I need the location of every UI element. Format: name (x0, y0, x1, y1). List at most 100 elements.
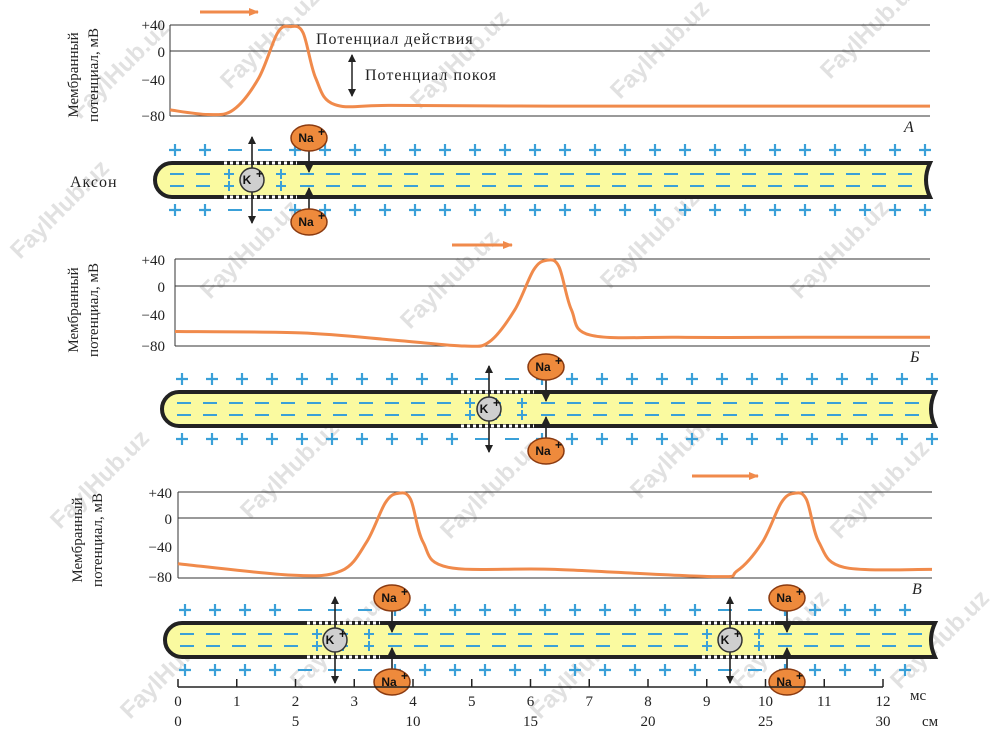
plus-charge (689, 604, 701, 616)
na-ion (768, 584, 806, 612)
plus-charge (596, 373, 608, 385)
ms-tick-label: 2 (292, 694, 300, 710)
plus-charge (206, 433, 218, 445)
ms-tick-label: 8 (644, 694, 652, 710)
ms-tick-label: 11 (817, 694, 831, 710)
plus-charge (296, 373, 308, 385)
plus-charge (469, 144, 481, 156)
plus-charge (446, 433, 458, 445)
na-ion-charge: + (796, 585, 803, 599)
na-ion-charge: + (796, 669, 803, 683)
cm-tick-label: 5 (292, 714, 300, 730)
plus-charge (859, 204, 871, 216)
ylabel-c-line1: Мембранный (70, 497, 86, 582)
plus-charge (386, 373, 398, 385)
plus-charge (656, 433, 668, 445)
plus-charge (629, 604, 641, 616)
na-ion-label: Na (535, 444, 551, 458)
plus-charge (589, 144, 601, 156)
plus-charge (589, 204, 601, 216)
k-ion (322, 627, 348, 653)
plus-charge (499, 144, 511, 156)
plus-charge (716, 373, 728, 385)
na-ion (527, 353, 565, 381)
na-ion-charge: + (401, 585, 408, 599)
plus-charge (509, 604, 521, 616)
plus-charge (409, 144, 421, 156)
plus-charge (836, 433, 848, 445)
plus-charge (859, 144, 871, 156)
plus-charge (176, 433, 188, 445)
plus-charge (679, 144, 691, 156)
plus-charge (529, 144, 541, 156)
plus-charge (236, 433, 248, 445)
plus-charge (769, 204, 781, 216)
na-ion-charge: + (555, 438, 562, 452)
watermark-text: FaylHub.uz (195, 195, 305, 305)
plus-charge (889, 204, 901, 216)
na-ion-label: Na (298, 215, 314, 229)
plus-charge (239, 664, 251, 676)
plus-charge (919, 204, 931, 216)
plus-charge (746, 373, 758, 385)
watermark-text: FaylHub.uz (605, 0, 715, 104)
ms-tick-label: 10 (758, 694, 773, 710)
watermark-text: FaylHub.uz (405, 5, 515, 115)
plus-charge (439, 144, 451, 156)
plus-charge (364, 629, 374, 639)
ytick-c-m40: −40 (149, 540, 172, 556)
k-ion (717, 627, 743, 653)
k-ion-label: K (721, 633, 730, 647)
axon-body (160, 390, 939, 428)
na-ion-charge: + (555, 354, 562, 368)
ytick-b-m80: −80 (142, 339, 165, 355)
plus-charge (239, 604, 251, 616)
cm-tick-label: 30 (876, 714, 891, 730)
plus-charge (266, 433, 278, 445)
na-ion-label: Na (535, 360, 551, 374)
plus-charge (224, 169, 234, 179)
watermark-text: FaylHub.uz (815, 0, 925, 84)
plus-charge (702, 629, 712, 639)
plus-charge (416, 373, 428, 385)
label-resting-potential: Потенциал покоя (365, 67, 497, 84)
plus-charge (869, 604, 881, 616)
plus-charge (312, 629, 322, 639)
na-ion-label: Na (298, 131, 314, 145)
plus-charge (266, 373, 278, 385)
cm-tick-label: 25 (758, 714, 773, 730)
plus-charge (176, 373, 188, 385)
plus-charge (799, 204, 811, 216)
plus-charge (356, 433, 368, 445)
trace-a (169, 24, 930, 117)
plus-charge (629, 664, 641, 676)
plus-charge (419, 604, 431, 616)
plus-charge (926, 373, 938, 385)
plus-charge (449, 664, 461, 676)
plus-charge (206, 373, 218, 385)
plus-charge (569, 604, 581, 616)
panel-letter-a: А (903, 119, 915, 136)
plus-charge (296, 433, 308, 445)
plus-charge (619, 144, 631, 156)
na-ion (527, 437, 565, 465)
plus-charge (679, 204, 691, 216)
plus-charge (559, 204, 571, 216)
plus-charge (349, 204, 361, 216)
axon-a: K + Na + Na + (153, 124, 934, 236)
plus-charge (236, 373, 248, 385)
ms-tick-label: 0 (174, 694, 182, 710)
plus-charge (269, 664, 281, 676)
ylabel-b-line1: Мембранный (66, 267, 82, 352)
plus-charge (809, 664, 821, 676)
bottom-axis: мс см 0 1 2 3 4 5 6 7 8 9 10 11 120 5 10 15 20 25 30 (174, 679, 939, 730)
cm-tick-label: 15 (523, 714, 538, 730)
plus-charge (509, 664, 521, 676)
panel-b: Мембранный потенциал, мВ +40 0 −40 −80 Б (66, 241, 930, 366)
plus-charge (866, 433, 878, 445)
ylabel-c-line2: потенциал, мВ (90, 493, 106, 587)
k-ion-charge: + (339, 627, 346, 641)
plus-charge (179, 664, 191, 676)
cm-tick-label: 10 (406, 714, 421, 730)
